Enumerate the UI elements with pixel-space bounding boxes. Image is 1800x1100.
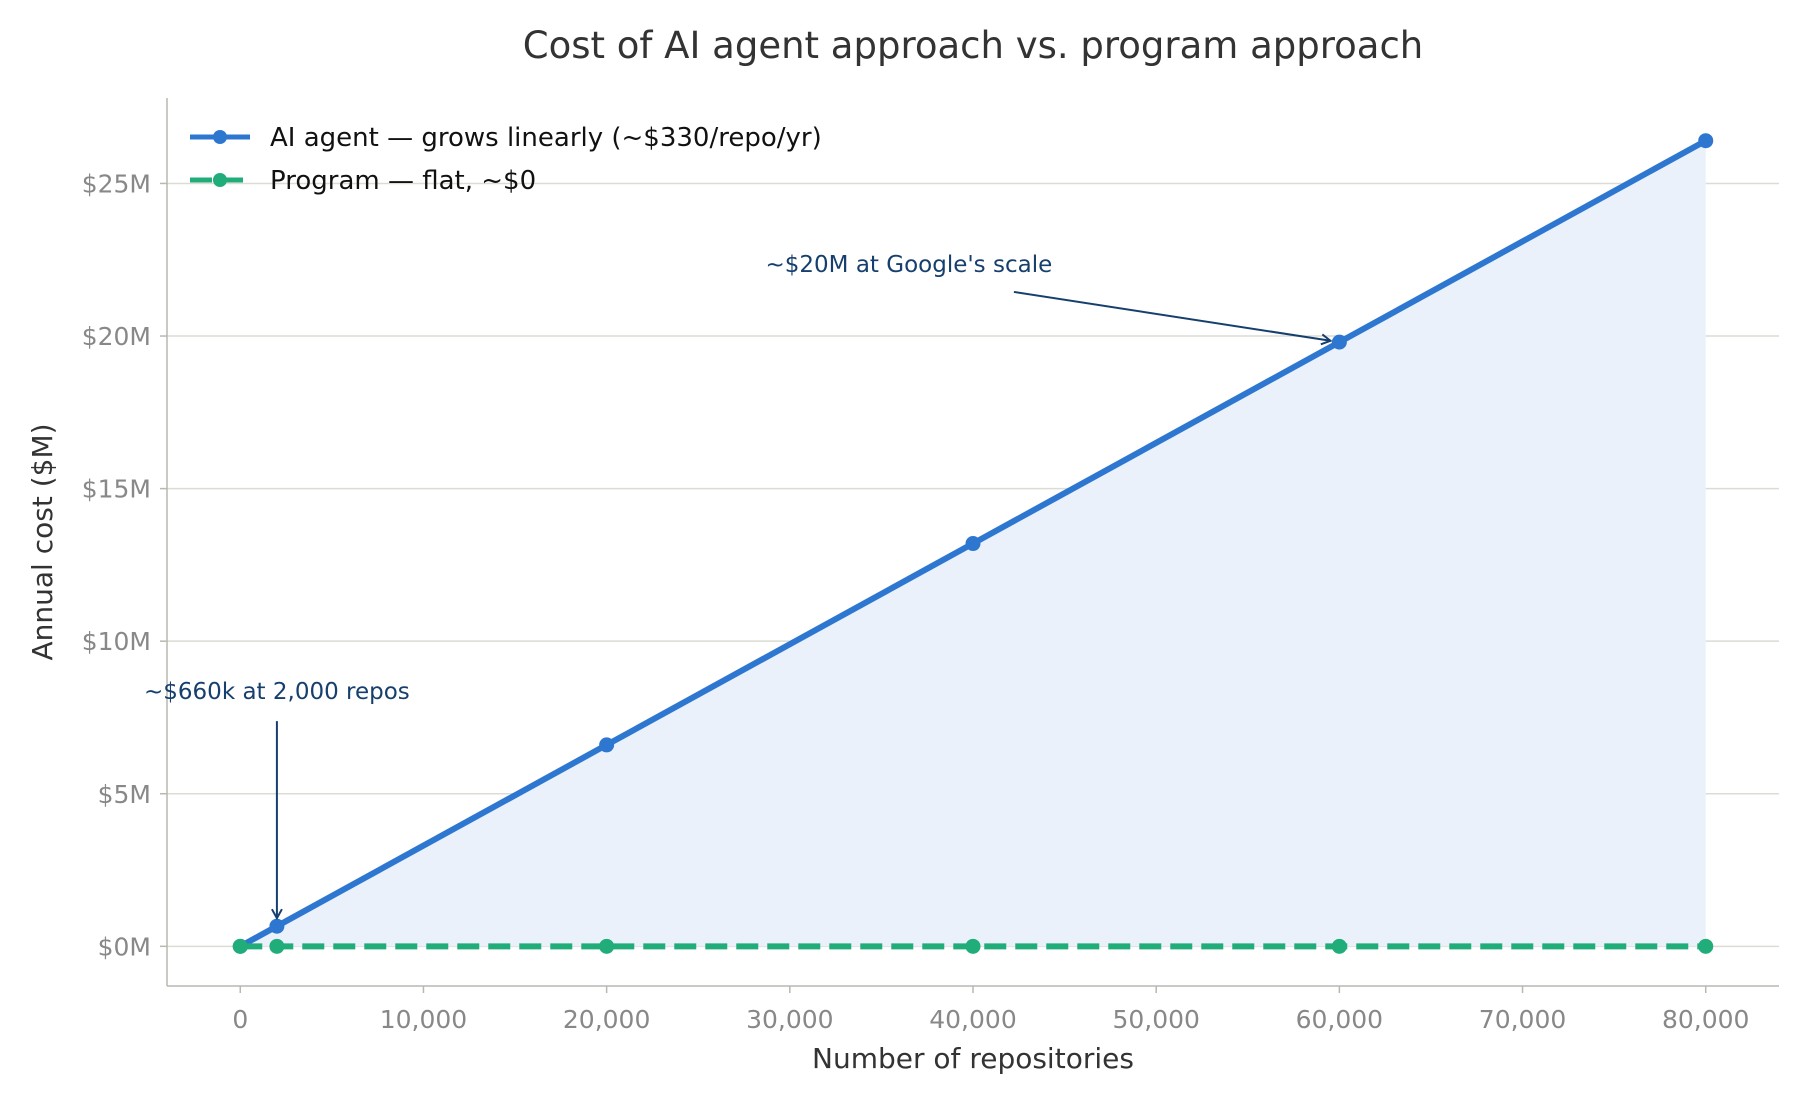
legend-label-ai-agent: AI agent — grows linearly (~$330/repo/yr… — [270, 123, 822, 153]
x-tick-label: 50,000 — [1112, 1005, 1199, 1034]
legend-marker-ai-agent — [213, 130, 227, 144]
ai-agent-point — [269, 918, 285, 934]
x-tick-label: 70,000 — [1479, 1005, 1566, 1034]
ai-agent-point — [599, 737, 615, 753]
legend-marker-program — [213, 173, 227, 187]
ticks: 0 10,000 20,000 30,000 40,000 50,000 60,000 70,… — [82, 169, 1750, 1034]
y-tick-label: $15M — [82, 475, 151, 504]
legend-label-program: Program — flat, ~$0 — [270, 166, 536, 196]
program-point — [1331, 938, 1347, 954]
program-point — [232, 938, 248, 954]
y-tick-label: $20M — [82, 322, 151, 351]
program-point — [269, 938, 285, 954]
y-tick-label: $5M — [98, 780, 151, 809]
annotation-label: ~$20M at Google's scale — [766, 252, 1053, 278]
x-tick-label: 80,000 — [1662, 1005, 1749, 1034]
y-axis-title: Annual cost ($M) — [26, 423, 59, 660]
chart-title: Cost of AI agent approach vs. program ap… — [523, 24, 1424, 67]
annotation-label: ~$660k at 2,000 repos — [144, 679, 410, 705]
y-tick-label: $0M — [98, 932, 151, 961]
x-tick-label: 30,000 — [746, 1005, 833, 1034]
ai-agent-point — [965, 536, 981, 552]
x-tick-label: 40,000 — [929, 1005, 1016, 1034]
x-tick-label: 60,000 — [1296, 1005, 1383, 1034]
program-point — [599, 938, 615, 954]
series — [232, 133, 1714, 954]
legend: AI agent — grows linearly (~$330/repo/yr… — [190, 123, 822, 196]
program-point — [1698, 938, 1714, 954]
x-tick-label: 10,000 — [380, 1005, 467, 1034]
x-tick-label: 0 — [232, 1005, 248, 1034]
annotations: ~$20M at Google's scale ~$660k at 2,000 r… — [144, 252, 1330, 918]
program-point — [965, 938, 981, 954]
y-tick-label: $25M — [82, 169, 151, 198]
x-tick-label: 20,000 — [563, 1005, 650, 1034]
ai-agent-point — [1698, 133, 1714, 149]
y-tick-label: $10M — [82, 627, 151, 656]
ai-agent-point — [1331, 334, 1347, 350]
x-axis-title: Number of repositories — [812, 1042, 1134, 1075]
annotation-arrow — [1013, 290, 1331, 341]
